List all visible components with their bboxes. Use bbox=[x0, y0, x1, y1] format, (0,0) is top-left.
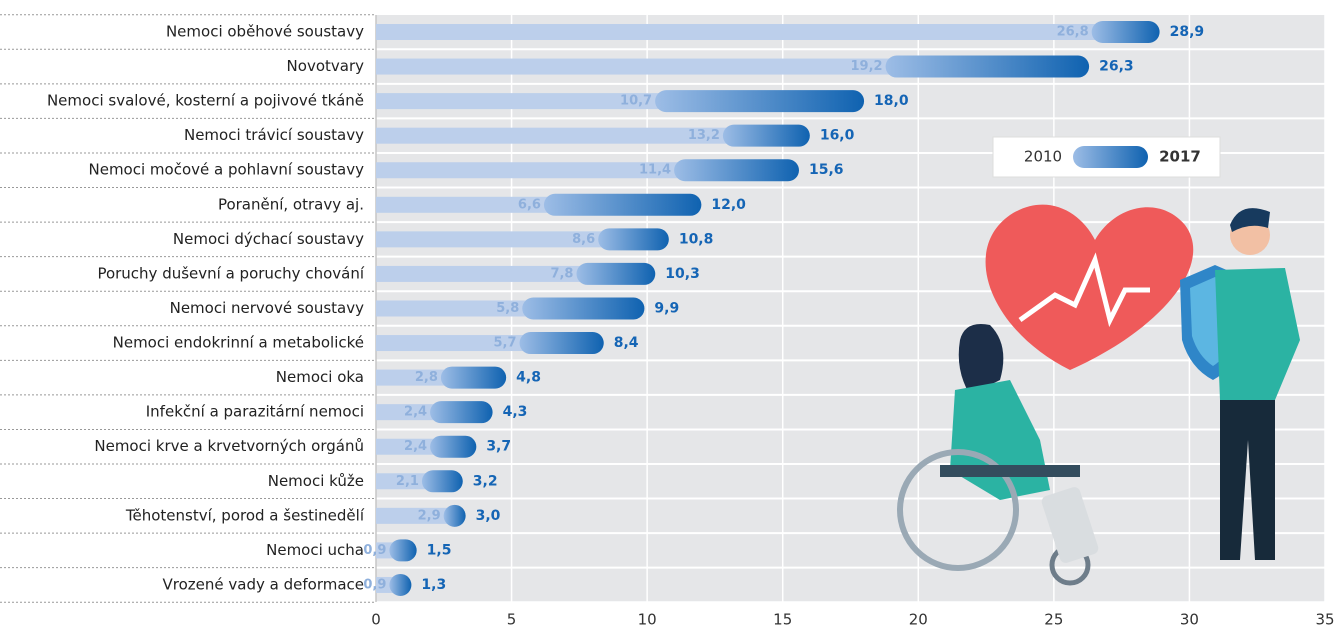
category-label: Novotvary bbox=[287, 57, 365, 75]
value-label-2010: 5,7 bbox=[494, 336, 517, 351]
category-label: Nemoci endokrinní a metabolické bbox=[113, 334, 364, 352]
value-label-2017: 4,3 bbox=[503, 404, 528, 420]
value-label-2017: 3,7 bbox=[486, 439, 511, 455]
value-label-2010: 5,8 bbox=[496, 301, 519, 316]
bar-2017 bbox=[674, 159, 799, 181]
value-label-2010: 13,2 bbox=[688, 128, 720, 143]
bar-2017 bbox=[576, 263, 655, 285]
chart: 0 5 10 15 20 25 30 35 Nemoci oběhové soustavy Nov… bbox=[0, 0, 1337, 631]
category-label: Nemoci krve a krvetvorných orgánů bbox=[94, 437, 364, 455]
x-tick-label: 25 bbox=[1044, 611, 1063, 629]
value-label-2017: 8,4 bbox=[614, 335, 639, 351]
category-label: Nemoci nervové soustavy bbox=[170, 299, 365, 317]
value-label-2017: 3,0 bbox=[476, 508, 501, 524]
bar-2017 bbox=[655, 90, 864, 112]
bar-2017 bbox=[430, 401, 493, 423]
bar-2017 bbox=[389, 539, 416, 561]
value-label-2010: 19,2 bbox=[851, 59, 883, 74]
bar-2010 bbox=[376, 59, 897, 75]
bar-2017 bbox=[422, 470, 463, 492]
value-label-2017: 4,8 bbox=[516, 370, 541, 386]
value-label-2017: 15,6 bbox=[809, 162, 844, 178]
value-label-2017: 26,3 bbox=[1099, 59, 1134, 75]
legend-swatch bbox=[1073, 146, 1148, 168]
value-label-2010: 10,7 bbox=[620, 94, 652, 109]
category-label: Vrozené vady a deformace bbox=[163, 575, 364, 593]
value-label-2017: 9,9 bbox=[654, 300, 679, 316]
category-label: Infekční a parazitární nemoci bbox=[146, 403, 364, 421]
bar-2017 bbox=[389, 574, 411, 596]
value-label-2010: 2,1 bbox=[396, 474, 419, 489]
bar-2017 bbox=[430, 436, 476, 458]
x-tick-label: 0 bbox=[371, 611, 381, 629]
bar-2017 bbox=[598, 228, 669, 250]
bar-2017 bbox=[544, 194, 701, 216]
bar-2017 bbox=[886, 56, 1090, 78]
bar-2017 bbox=[1092, 21, 1160, 43]
value-label-2017: 18,0 bbox=[874, 93, 909, 109]
category-label: Poranění, otravy aj. bbox=[218, 195, 364, 213]
bar-2010 bbox=[376, 508, 455, 524]
bar-2017 bbox=[441, 367, 506, 389]
value-label-2010: 8,6 bbox=[572, 232, 595, 247]
value-label-2010: 7,8 bbox=[550, 266, 573, 281]
value-label-2010: 2,4 bbox=[404, 439, 427, 454]
x-tick-label: 20 bbox=[909, 611, 928, 629]
value-label-2010: 2,8 bbox=[415, 370, 438, 385]
value-label-2010: 26,8 bbox=[1057, 25, 1089, 40]
category-label: Nemoci ucha bbox=[266, 541, 364, 559]
category-label: Nemoci svalové, kosterní a pojivové tkán… bbox=[47, 92, 364, 110]
category-label: Těhotenství, porod a šestinedělí bbox=[125, 506, 365, 524]
value-label-2017: 16,0 bbox=[820, 128, 855, 144]
value-label-2010: 0,9 bbox=[363, 577, 386, 592]
value-label-2017: 1,3 bbox=[421, 577, 446, 593]
value-label-2010: 2,4 bbox=[404, 405, 427, 420]
category-label: Nemoci močové a pohlavní soustavy bbox=[89, 161, 365, 179]
x-tick-label: 5 bbox=[507, 611, 517, 629]
value-label-2017: 10,8 bbox=[679, 231, 714, 247]
x-tick-label: 15 bbox=[773, 611, 792, 629]
bar-2017 bbox=[444, 505, 466, 527]
bar-2017 bbox=[723, 125, 810, 147]
category-label: Poruchy duševní a poruchy chování bbox=[97, 264, 364, 282]
category-label: Nemoci oka bbox=[276, 368, 364, 386]
value-label-2017: 12,0 bbox=[711, 197, 746, 213]
x-tick-label: 10 bbox=[638, 611, 657, 629]
bar-2017 bbox=[520, 332, 604, 354]
value-label-2017: 3,2 bbox=[473, 473, 498, 489]
category-label: Nemoci oběhové soustavy bbox=[166, 23, 364, 41]
legend-label: 2017 bbox=[1159, 148, 1201, 166]
value-label-2017: 10,3 bbox=[665, 266, 700, 282]
x-tick-label: 35 bbox=[1315, 611, 1334, 629]
bar-2010 bbox=[376, 24, 1103, 40]
category-label: Nemoci kůže bbox=[268, 472, 364, 490]
value-label-2010: 11,4 bbox=[639, 163, 671, 178]
legend-label: 2010 bbox=[1024, 148, 1062, 166]
bar-2010 bbox=[376, 128, 734, 144]
value-label-2017: 28,9 bbox=[1170, 24, 1205, 40]
category-label: Nemoci dýchací soustavy bbox=[173, 230, 364, 248]
category-label: Nemoci trávicí soustavy bbox=[184, 126, 364, 144]
value-label-2017: 1,5 bbox=[427, 542, 452, 558]
bar-2017 bbox=[522, 297, 644, 319]
value-label-2010: 2,9 bbox=[418, 508, 441, 523]
x-tick-label: 30 bbox=[1180, 611, 1199, 629]
value-label-2010: 6,6 bbox=[518, 197, 541, 212]
value-label-2010: 0,9 bbox=[363, 543, 386, 558]
